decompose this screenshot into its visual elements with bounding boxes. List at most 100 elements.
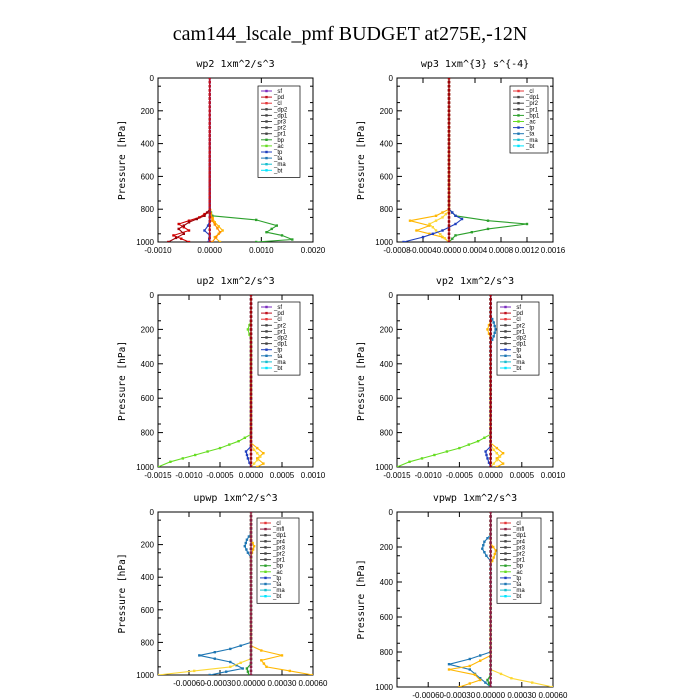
legend-marker <box>517 102 520 105</box>
data-point <box>187 219 191 222</box>
series-line <box>168 78 211 242</box>
plot-frame <box>157 77 314 243</box>
data-point <box>208 195 211 199</box>
data-point <box>208 220 211 223</box>
legend-label: _dp1 <box>525 95 540 101</box>
data-point <box>489 444 492 447</box>
legend-label: _bt <box>512 366 522 372</box>
data-point <box>208 199 211 203</box>
data-point <box>447 187 451 190</box>
data-point <box>491 559 494 563</box>
data-point <box>492 321 495 324</box>
data-point <box>431 232 434 235</box>
y-tick-label: 0 <box>389 508 394 517</box>
legend-label: _pd <box>273 311 284 317</box>
legend-label: _ma <box>525 138 538 144</box>
data-point <box>447 191 451 194</box>
data-point <box>486 328 489 331</box>
data-point <box>249 567 253 571</box>
data-point <box>249 332 253 335</box>
legend-label: _dp1 <box>272 533 287 539</box>
y-tick-label: 600 <box>141 172 155 181</box>
data-point <box>510 677 513 680</box>
data-point <box>489 435 492 439</box>
data-point <box>468 682 471 685</box>
data-point <box>213 657 216 660</box>
data-point <box>489 532 492 536</box>
legend-marker <box>265 318 268 321</box>
y-tick-label: 1000 <box>375 683 393 692</box>
y-tick-label: 600 <box>141 606 155 615</box>
legend-label: _pr2 <box>512 323 526 329</box>
legend-marker <box>265 169 268 172</box>
data-point <box>447 216 451 219</box>
data-point <box>206 450 209 453</box>
data-point <box>481 547 484 550</box>
x-tick-label: -0.0015 <box>383 471 411 480</box>
x-tick-label: -0.0010 <box>144 246 172 255</box>
legend-marker <box>265 89 268 93</box>
data-point <box>208 208 211 211</box>
legend-marker <box>504 360 507 364</box>
data-point <box>249 559 253 563</box>
data-point <box>249 295 253 297</box>
legend-marker <box>264 576 267 580</box>
legend-label: _bp <box>273 138 285 144</box>
data-point <box>193 669 196 673</box>
data-point <box>402 240 405 242</box>
data-point <box>489 659 492 662</box>
data-point <box>208 203 211 207</box>
data-point <box>489 611 492 614</box>
data-point <box>408 219 412 222</box>
legend-marker <box>504 521 507 525</box>
data-point <box>211 217 214 220</box>
legend: _sf_pd_cl_pr2_pr1_dp2_dp1_tp_ta_ma_bt <box>257 301 301 376</box>
data-point <box>489 418 492 421</box>
data-point <box>447 212 451 215</box>
legend-marker <box>265 305 268 309</box>
data-point <box>249 547 253 550</box>
legend-marker <box>265 324 268 327</box>
data-point <box>468 664 471 668</box>
legend-marker <box>517 95 520 99</box>
data-point <box>249 431 253 434</box>
data-point <box>447 130 451 133</box>
x-tick-label: 0.0005 <box>510 471 535 480</box>
data-point <box>311 673 313 675</box>
legend-marker <box>265 132 268 135</box>
data-point <box>489 328 492 331</box>
data-point <box>249 448 253 451</box>
x-tick-label: 0.00000 <box>476 691 505 700</box>
data-point <box>487 323 491 327</box>
data-point <box>245 548 248 551</box>
y-tick-label: 600 <box>380 613 394 622</box>
data-point <box>489 427 492 430</box>
data-point <box>249 397 253 400</box>
data-point <box>489 358 492 361</box>
data-point <box>249 512 253 514</box>
data-point <box>493 331 496 334</box>
data-point <box>485 554 488 557</box>
data-point <box>489 405 492 408</box>
y-axis-label: Pressure [hPa] <box>356 120 367 200</box>
data-point <box>489 349 492 353</box>
data-point <box>249 392 253 396</box>
data-point <box>439 233 442 236</box>
legend-marker <box>504 588 507 592</box>
legend-box <box>256 517 300 604</box>
data-point <box>218 231 222 234</box>
data-point <box>270 227 273 231</box>
data-point <box>447 142 451 145</box>
legend-label: _cl <box>273 101 282 107</box>
series-line <box>397 295 492 467</box>
data-point <box>237 440 240 443</box>
legend-label: _pr1 <box>525 107 539 113</box>
data-point <box>213 223 216 226</box>
legend-marker <box>265 95 268 99</box>
data-point <box>208 146 211 149</box>
data-point <box>249 328 253 331</box>
data-point <box>249 405 253 408</box>
data-point <box>208 126 211 129</box>
data-point <box>291 238 294 241</box>
